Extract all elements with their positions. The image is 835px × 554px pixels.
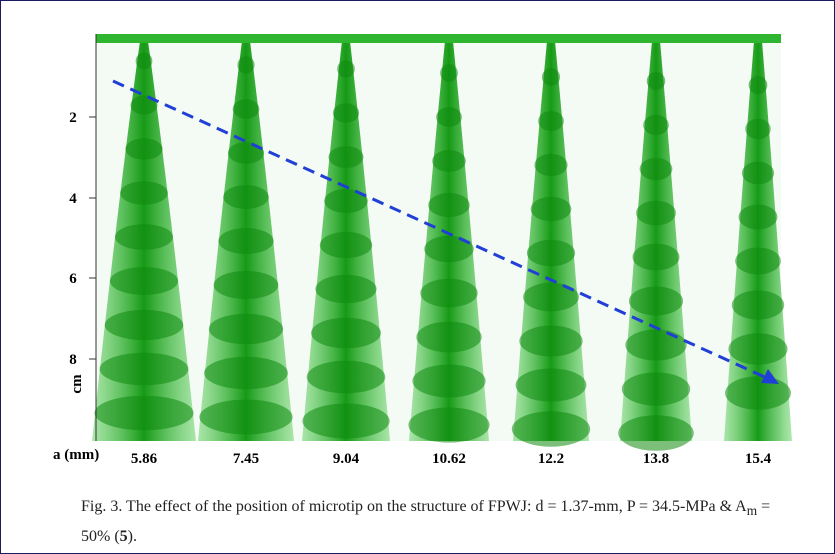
jet-bulb (332, 103, 360, 123)
jet-bulb (218, 228, 274, 254)
jet-bulb (440, 64, 458, 82)
jet-bulb (738, 204, 778, 230)
caption-ref: 5 (119, 528, 128, 546)
x-tick-label: 13.8 (643, 451, 669, 467)
x-tick-label: 15.4 (745, 451, 772, 467)
jet-bulb (125, 138, 163, 160)
jet-bulb (115, 224, 173, 250)
jet-bulb (328, 146, 364, 168)
jet-bulb (428, 192, 470, 218)
figure: 2 4 6 8 cm a (mm) 5.86 7.45 9.04 10.62 12.2 13.8… (53, 34, 792, 467)
jet-bulb (618, 415, 694, 451)
jet-bulb (227, 142, 265, 164)
x-tick-label: 7.45 (233, 451, 259, 467)
jet-bulb (625, 329, 687, 361)
jet-photos (92, 41, 792, 451)
x-tick-label: 12.2 (538, 451, 564, 467)
jet-bulb (515, 368, 587, 402)
x-tick-label: 9.04 (333, 451, 360, 467)
caption-text: = 50% ( (81, 498, 771, 546)
jet-bulb (319, 231, 373, 259)
y-tick-label: 2 (69, 110, 77, 126)
jet-bulb (302, 403, 390, 439)
jet-bulb (639, 157, 673, 181)
jet-bulb (232, 99, 260, 119)
jet-bulb (643, 114, 669, 136)
caption-subscript: m (746, 503, 758, 519)
trend-arrow (112, 79, 770, 381)
jet-bulb (424, 235, 474, 263)
jet-bulb (538, 111, 564, 131)
x-axis-label: a (mm) (53, 447, 99, 463)
jet-bulb (646, 72, 666, 90)
jet-bulb (416, 321, 482, 353)
jet-bulb (636, 200, 676, 226)
jet-bulb (135, 52, 153, 70)
jet-bulb (109, 267, 179, 295)
jet-bulb (725, 376, 791, 410)
jet-bulb (511, 411, 591, 447)
jet-bulb (735, 247, 781, 275)
jet-bulb (436, 107, 462, 127)
jet-bulb (104, 309, 184, 341)
jet-bulb (412, 364, 486, 398)
jet-bulb (130, 95, 158, 115)
y-tick-label: 8 (69, 352, 77, 368)
jet-bulb (728, 333, 788, 365)
jet-bulb (745, 118, 771, 140)
caption: Fig. 3. The effect of the position of mi… (81, 494, 781, 550)
jet-bulb (523, 282, 579, 312)
jet-bulb (204, 356, 288, 390)
jet-bulb (208, 313, 284, 345)
jet-bulb (237, 56, 255, 74)
jet-bulb (530, 196, 572, 222)
jet-bulb (741, 161, 775, 185)
jet-bulb (213, 270, 279, 300)
arrow-head (761, 369, 779, 384)
jet-bulb (748, 75, 768, 95)
jet-bulb (526, 239, 576, 267)
jet-bulb (324, 189, 368, 213)
caption-text: ). (127, 528, 137, 546)
jet-bulb (621, 372, 691, 406)
jet-bulb (534, 153, 568, 177)
jet-bulb (120, 181, 168, 205)
nozzle-band (96, 34, 781, 43)
jet-bulb (519, 325, 583, 357)
jet-bulb (223, 185, 269, 209)
jet-bulb (731, 290, 785, 320)
jet-bulb (306, 360, 386, 394)
y-tick-label: 6 (69, 271, 77, 287)
jet-bulb (628, 286, 684, 316)
jet-bulb (337, 60, 355, 78)
caption-text: Fig. 3. The effect of the position of mi… (81, 498, 747, 515)
jet-bulb (408, 407, 490, 443)
jet-bulb (432, 150, 466, 172)
x-tick-label: 5.86 (131, 451, 158, 467)
jet-bulb (199, 399, 293, 435)
y-axis-label: cm (69, 374, 85, 394)
jet-bulb (315, 274, 377, 304)
jet-bulb (420, 278, 478, 308)
jet-bulb (632, 243, 680, 271)
jet-bulb (94, 395, 194, 431)
jet-bulb (99, 352, 189, 386)
jet-bulb (541, 68, 561, 86)
jet-bulb (311, 317, 381, 349)
x-tick-label: 10.62 (432, 451, 466, 467)
y-tick-label: 4 (69, 191, 77, 207)
